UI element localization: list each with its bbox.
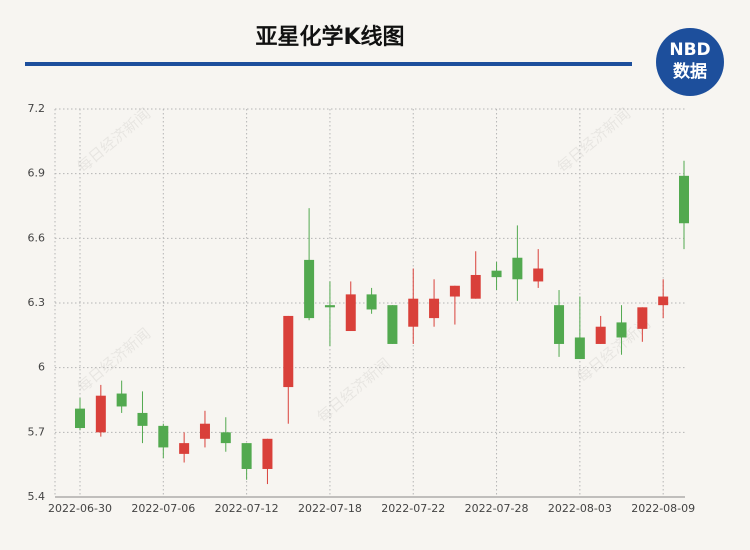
plot: 5.4 5.7 6 6.3 6.6 6.9 7.2 2022-06-30 2022-07-06 2… [28,102,696,515]
y-tick-label: 5.7 [28,425,46,438]
candle-body [574,337,585,360]
candle-body [387,305,398,344]
chart-title: 亚星化学K线图 [255,24,404,50]
candle-body [75,408,85,429]
y-tick-label: 6.6 [28,231,46,244]
y-tick-label: 6.3 [28,296,46,309]
x-tick-label: 2022-08-09 [631,502,695,515]
candle-body [304,259,315,319]
candle-body [324,305,335,308]
y-tick-label: 5.4 [28,490,46,503]
candle-body [283,315,294,388]
x-tick-label: 2022-07-06 [131,502,195,515]
logo-top: NBD [669,40,710,60]
y-tick-label: 6.9 [28,167,46,180]
y-tick-label: 7.2 [28,102,46,115]
logo-bottom: 数据 [673,61,707,82]
candle-body [658,296,669,306]
x-tick-label: 2022-06-30 [48,502,112,515]
candle-body [199,423,210,439]
candle-body [637,307,648,329]
x-tick-label: 2022-07-12 [215,502,279,515]
candle-body [554,305,565,344]
candle-body [95,395,106,433]
title-rule [25,62,632,66]
y-tick-label: 6 [38,361,45,374]
x-tick-label: 2022-07-22 [381,502,445,515]
candle-body [429,298,440,319]
candle-body [679,175,689,224]
candle-body [262,438,273,469]
candle-body [512,257,523,280]
candle-body [616,322,627,338]
candle-body [116,393,127,407]
candle-body [345,294,356,332]
candle-body [241,443,252,469]
candle-body [366,294,377,310]
candle-body [595,326,606,344]
candle-body [449,285,460,297]
candle-body [533,268,544,282]
candle-body [137,412,148,426]
x-tick-label: 2022-08-03 [548,502,612,515]
candle-body [179,443,190,454]
candle-body [220,432,231,444]
x-tick-label: 2022-07-28 [465,502,529,515]
candle-body [158,425,169,448]
candle-body [470,274,481,299]
candle-body [491,270,502,278]
x-tick-label: 2022-07-18 [298,502,362,515]
candle-body [408,298,419,327]
logo [656,28,724,96]
